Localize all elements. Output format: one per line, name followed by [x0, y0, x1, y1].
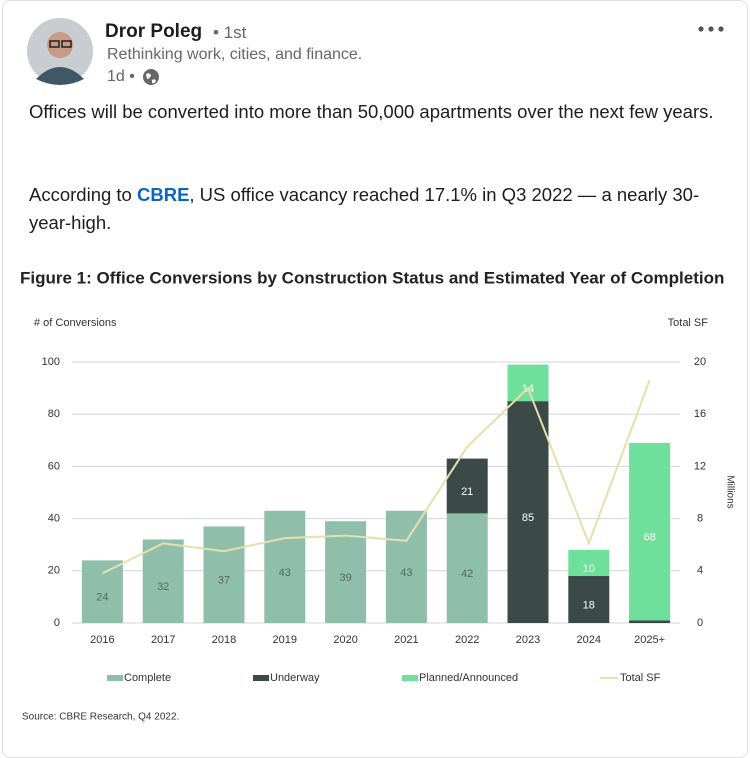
bar-segment: [446, 513, 488, 623]
post-text: Offices will be converted into more than…: [29, 101, 714, 122]
post-paragraph: According to CBRE, US office vacancy rea…: [29, 181, 729, 237]
bar-segment: [385, 510, 427, 623]
bar-segment: [507, 401, 549, 623]
bar-segment: [507, 364, 549, 402]
line-series: [101, 379, 651, 575]
y2-tick-label: 12: [694, 460, 706, 472]
y-tick-label: 60: [48, 460, 60, 472]
x-tick-label: 2025+: [634, 634, 665, 646]
x-tick-label: 2023: [516, 634, 540, 646]
bar-segment: [568, 576, 610, 623]
post-time: 1d •: [107, 68, 135, 85]
y2-unit: Millions: [724, 475, 735, 508]
x-tick-label: 2020: [333, 634, 357, 646]
post-paragraph: Offices will be converted into more than…: [29, 98, 729, 126]
post-text: , US office vacancy reached 17.1% in Q3 …: [29, 184, 700, 233]
data-label: 24: [96, 592, 108, 604]
globe-icon: [143, 69, 159, 85]
x-tick-label: 2022: [455, 634, 479, 646]
data-label: 10: [583, 563, 595, 575]
data-label: 39: [339, 572, 351, 584]
post-text: According to: [29, 184, 137, 205]
x-tick-label: 2016: [90, 634, 114, 646]
y-tick-label: 20: [48, 565, 60, 577]
y2-tick-label: 20: [694, 356, 706, 368]
y2-tick-label: 4: [697, 565, 703, 577]
data-label: 85: [522, 512, 534, 524]
x-tick-label: 2021: [394, 634, 418, 646]
legend-label: Planned/Announced: [419, 672, 518, 684]
legend-label: Underway: [270, 672, 320, 684]
bar-segment: [325, 521, 367, 623]
y-tick-label: 0: [54, 617, 60, 629]
bar-segment: [81, 560, 123, 623]
data-label: 21: [461, 486, 473, 498]
legend-swatch: [253, 675, 269, 681]
x-tick-label: 2018: [212, 634, 236, 646]
legend-label: Total SF: [620, 672, 661, 684]
chart-title: Figure 1: Office Conversions by Construc…: [20, 268, 724, 287]
data-label: 43: [279, 567, 291, 579]
connection-degree: • 1st: [213, 23, 247, 42]
more-menu[interactable]: [695, 21, 727, 37]
bar-segment: [142, 539, 184, 623]
chart-source: Source: CBRE Research, Q4 2022.: [22, 712, 179, 723]
y2-tick-label: 8: [697, 513, 703, 525]
author-name[interactable]: Dror Poleg: [105, 21, 203, 42]
y-axis-label: # of Conversions: [34, 317, 117, 329]
bar-segment: [568, 549, 610, 577]
y-tick-label: 40: [48, 513, 60, 525]
data-label: 42: [461, 568, 473, 580]
author-headline: Rethinking work, cities, and finance.: [107, 46, 363, 63]
company-link[interactable]: CBRE: [136, 184, 190, 205]
avatar[interactable]: [26, 17, 94, 85]
bar-segment: [264, 510, 306, 623]
data-label: 68: [643, 532, 655, 544]
y-tick-label: 100: [42, 356, 60, 368]
y2-axis-label: Total SF: [668, 317, 709, 329]
y2-tick-label: 16: [694, 408, 706, 420]
data-label: 32: [157, 581, 169, 593]
legend-swatch: [107, 675, 123, 681]
legend-label: Complete: [124, 672, 171, 684]
bar-segment: [203, 526, 245, 623]
data-label: 43: [400, 567, 412, 579]
data-label: 18: [583, 599, 595, 611]
bar-segment: [629, 620, 671, 623]
bar-segment: [629, 442, 671, 621]
x-tick-label: 2019: [273, 634, 297, 646]
legend-swatch: [402, 675, 418, 681]
x-tick-label: 2024: [577, 634, 601, 646]
data-label: 37: [218, 575, 230, 587]
y2-tick-label: 0: [697, 617, 703, 629]
y-tick-label: 80: [48, 408, 60, 420]
x-tick-label: 2017: [151, 634, 175, 646]
